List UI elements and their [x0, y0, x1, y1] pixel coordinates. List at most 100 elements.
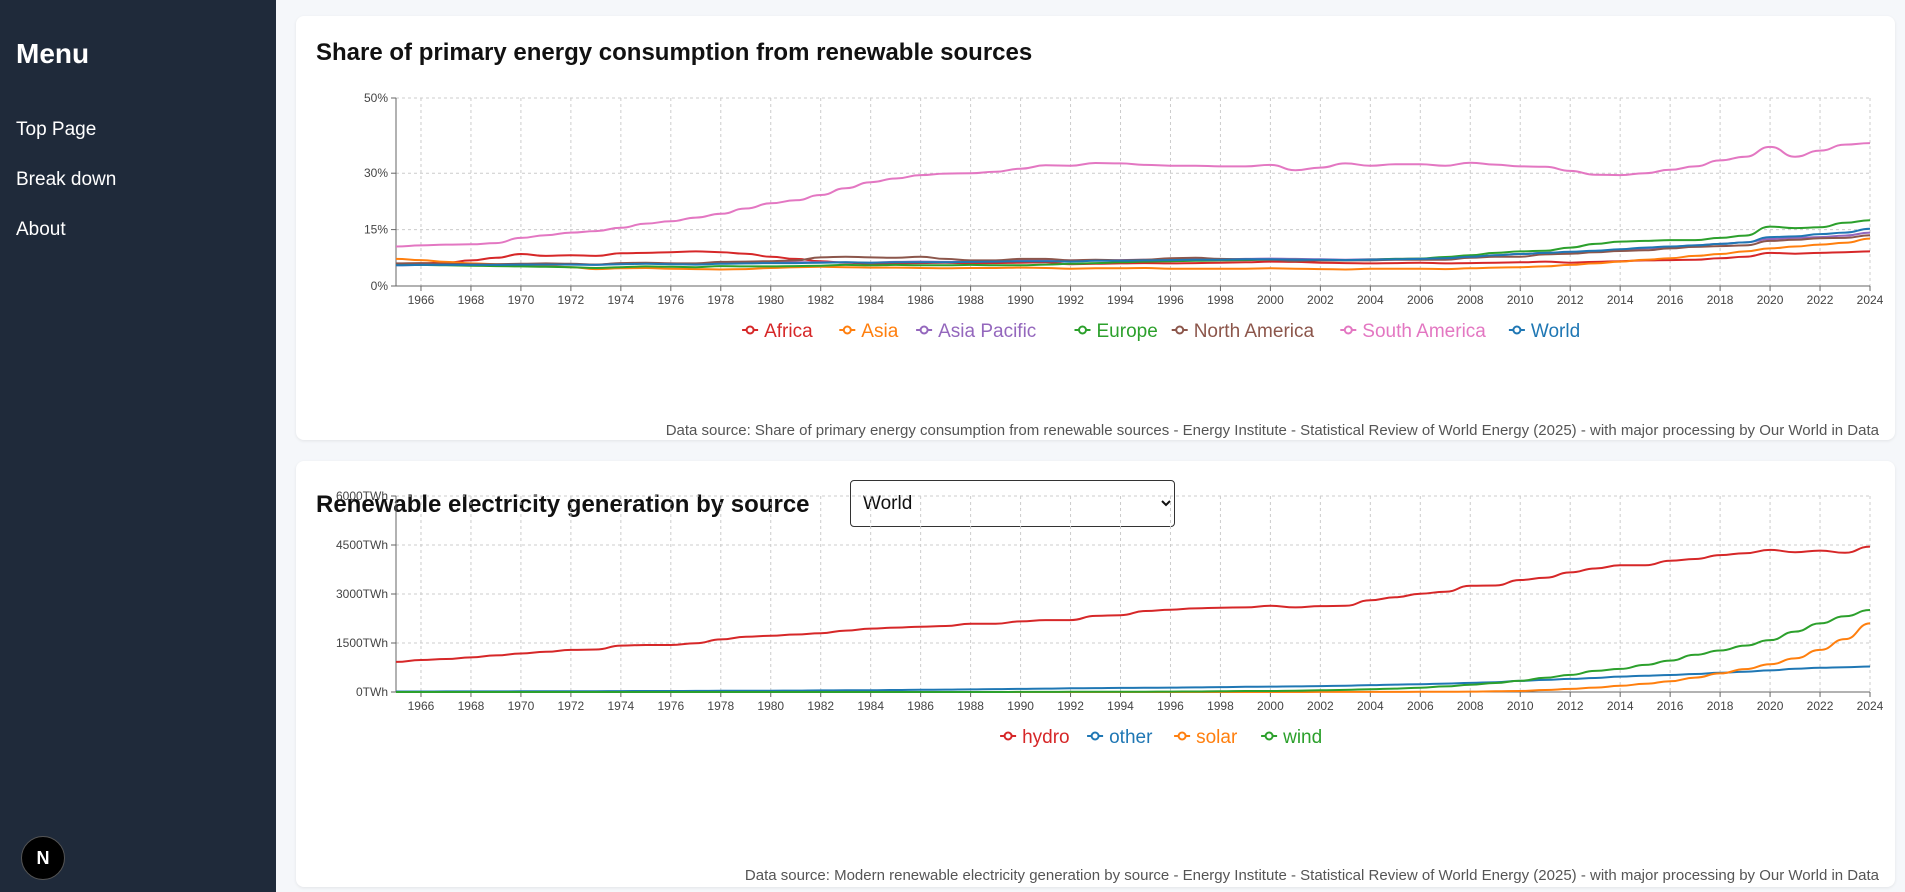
legend-label: Asia Pacific	[938, 321, 1036, 342]
chart2-source: Data source: Modern renewable electricit…	[744, 867, 1879, 884]
x-tick-label: 2010	[1507, 293, 1534, 307]
renewable-share-chart: 0% 15% 30% 50% 1966 1968 1970 1972 1974 1976 1978 1…	[364, 91, 1884, 342]
x-tick-label: 1982	[807, 293, 834, 307]
legend-marker	[1175, 325, 1185, 335]
x-tick-label: 1992	[1057, 293, 1084, 307]
x-tick-label: 1978	[707, 293, 734, 307]
x-tick-label: 2008	[1457, 293, 1484, 307]
x-tick-label: 1974	[607, 293, 634, 307]
legend-label: wind	[1282, 727, 1322, 748]
legend-item-wind[interactable]: wind	[1261, 727, 1322, 748]
legend: Africa Asia Asia Pacific Europe North Americ…	[742, 321, 1580, 342]
x-tick-label: 1986	[907, 699, 934, 713]
x-tick-label: 1980	[757, 293, 784, 307]
x-tick-label: 2018	[1707, 293, 1734, 307]
legend-item-south-america[interactable]: South America	[1340, 321, 1486, 342]
legend-marker	[842, 325, 852, 335]
nav-break-down[interactable]: Break down	[16, 169, 117, 190]
x-tick-label: 1998	[1207, 293, 1234, 307]
y-tick-label: 4500TWh	[336, 538, 388, 552]
x-tick-label: 1990	[1007, 699, 1034, 713]
chart1-title: Share of primary energy consumption from…	[316, 39, 1033, 66]
legend-label: World	[1531, 321, 1580, 342]
series-line-hydro	[395, 545, 1871, 663]
x-tick-label: 1992	[1057, 699, 1084, 713]
region-select[interactable]: World	[850, 480, 1175, 527]
grid: 0TWh 1500TWh 3000TWh 4500TWh 6000TWh 1966 1968…	[336, 489, 1884, 713]
nav-top-page[interactable]: Top Page	[16, 119, 97, 140]
legend-item-north-america[interactable]: North America	[1171, 321, 1315, 342]
y-tick-label: 50%	[364, 91, 388, 105]
x-tick-label: 2016	[1657, 293, 1684, 307]
x-tick-label: 2006	[1407, 293, 1434, 307]
legend-item-world[interactable]: World	[1508, 321, 1580, 342]
legend-marker	[1343, 325, 1353, 335]
legend-marker	[1177, 731, 1187, 741]
legend-label: Africa	[764, 321, 813, 342]
x-tick-label: 2000	[1257, 293, 1284, 307]
next-badge-icon[interactable]: N	[21, 836, 65, 880]
x-tick-label: 1966	[408, 293, 435, 307]
legend-label: Europe	[1097, 321, 1158, 342]
x-tick-label: 2002	[1307, 293, 1334, 307]
series-line-south-america	[395, 142, 1871, 248]
legend-label: South America	[1362, 321, 1486, 342]
legend-label: solar	[1196, 727, 1238, 748]
legend-marker	[1090, 731, 1100, 741]
x-tick-label: 2008	[1457, 699, 1484, 713]
x-tick-label: 1966	[408, 699, 435, 713]
legend-label: North America	[1194, 321, 1315, 342]
legend-item-hydro[interactable]: hydro	[1000, 727, 1070, 748]
x-tick-label: 2020	[1757, 293, 1784, 307]
x-tick-label: 2024	[1857, 699, 1884, 713]
electricity-generation-card: Renewable electricity generation by sour…	[296, 461, 1895, 887]
x-tick-label: 2006	[1407, 699, 1434, 713]
x-tick-label: 2014	[1607, 293, 1634, 307]
legend-label: hydro	[1022, 727, 1070, 748]
x-tick-label: 1994	[1107, 699, 1134, 713]
series-line-europe	[395, 219, 1871, 270]
x-tick-label: 1976	[657, 293, 684, 307]
legend-marker	[1003, 731, 1013, 741]
legend-item-europe[interactable]: Europe	[1074, 321, 1158, 342]
series-line-world	[395, 227, 1871, 267]
x-tick-label: 1972	[558, 699, 585, 713]
x-tick-label: 2022	[1807, 699, 1834, 713]
x-tick-label: 1982	[807, 699, 834, 713]
y-tick-label: 6000TWh	[336, 489, 388, 503]
sidebar: Menu Top Page Break down About N	[0, 0, 276, 892]
legend-item-asia-pacific[interactable]: Asia Pacific	[916, 321, 1036, 342]
x-tick-label: 2024	[1857, 293, 1884, 307]
x-tick-label: 1988	[957, 699, 984, 713]
x-tick-label: 2016	[1657, 699, 1684, 713]
chart1-source: Data source: Share of primary energy con…	[665, 422, 1879, 439]
grid: 0% 15% 30% 50% 1966 1968 1970 1972 1974 1976 1978 1…	[364, 91, 1884, 307]
series-line-asia	[395, 237, 1871, 271]
x-tick-label: 1968	[458, 293, 485, 307]
x-tick-label: 1996	[1157, 699, 1184, 713]
x-tick-label: 1974	[607, 699, 634, 713]
x-tick-label: 2010	[1507, 699, 1534, 713]
x-tick-label: 1984	[857, 699, 884, 713]
x-tick-label: 1976	[657, 699, 684, 713]
legend-item-solar[interactable]: solar	[1174, 727, 1238, 748]
y-tick-label: 30%	[364, 166, 388, 180]
x-tick-label: 1980	[757, 699, 784, 713]
x-tick-label: 2018	[1707, 699, 1734, 713]
x-tick-label: 2012	[1557, 699, 1584, 713]
electricity-generation-chart: 0TWh 1500TWh 3000TWh 4500TWh 6000TWh 1966 1968…	[336, 489, 1884, 748]
legend-item-asia[interactable]: Asia	[839, 321, 899, 342]
series-line-wind	[396, 609, 1871, 693]
y-tick-label: 0%	[371, 279, 389, 293]
x-tick-label: 1996	[1157, 293, 1184, 307]
menu-title: Menu	[16, 38, 90, 69]
x-tick-label: 1970	[508, 293, 535, 307]
x-tick-label: 1968	[458, 699, 485, 713]
nav-about[interactable]: About	[16, 219, 66, 240]
y-tick-label: 0TWh	[356, 685, 388, 699]
legend-item-africa[interactable]: Africa	[742, 321, 813, 342]
legend-item-other[interactable]: other	[1087, 727, 1153, 748]
legend-marker	[919, 325, 929, 335]
x-tick-label: 2004	[1357, 293, 1384, 307]
series-line-other	[396, 665, 1871, 693]
